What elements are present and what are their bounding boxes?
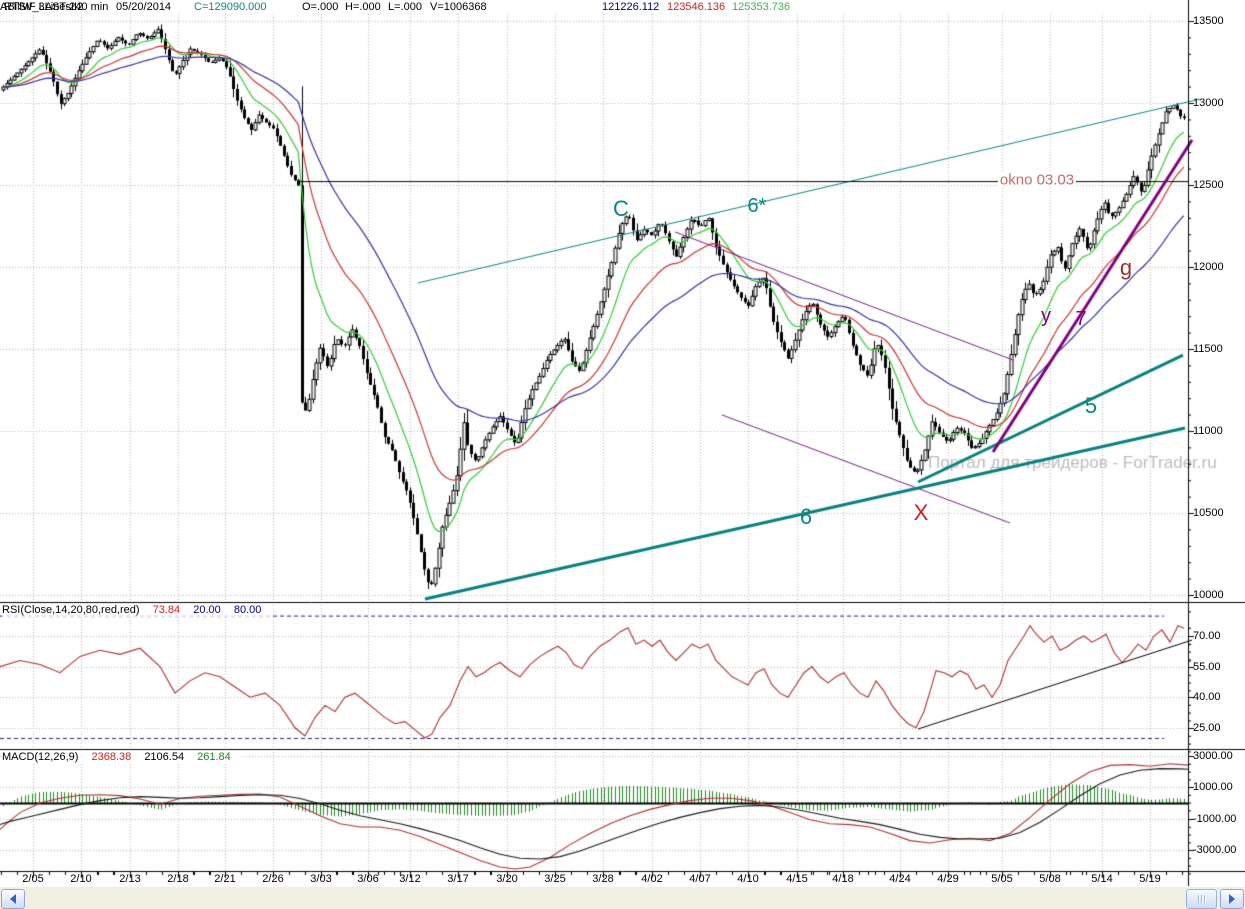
thumb-grip-icon	[1200, 895, 1203, 903]
right-arrow-icon	[1229, 894, 1235, 904]
scrollbar-thumb[interactable]	[1186, 889, 1217, 909]
left-arrow-icon	[10, 894, 16, 904]
scroll-left-button[interactable]	[1, 889, 25, 909]
horizontal-scrollbar[interactable]	[0, 887, 1245, 909]
scroll-right-button[interactable]	[1220, 889, 1244, 909]
thumb-grip-icon	[1203, 895, 1206, 903]
thumb-grip-icon	[1197, 895, 1200, 903]
